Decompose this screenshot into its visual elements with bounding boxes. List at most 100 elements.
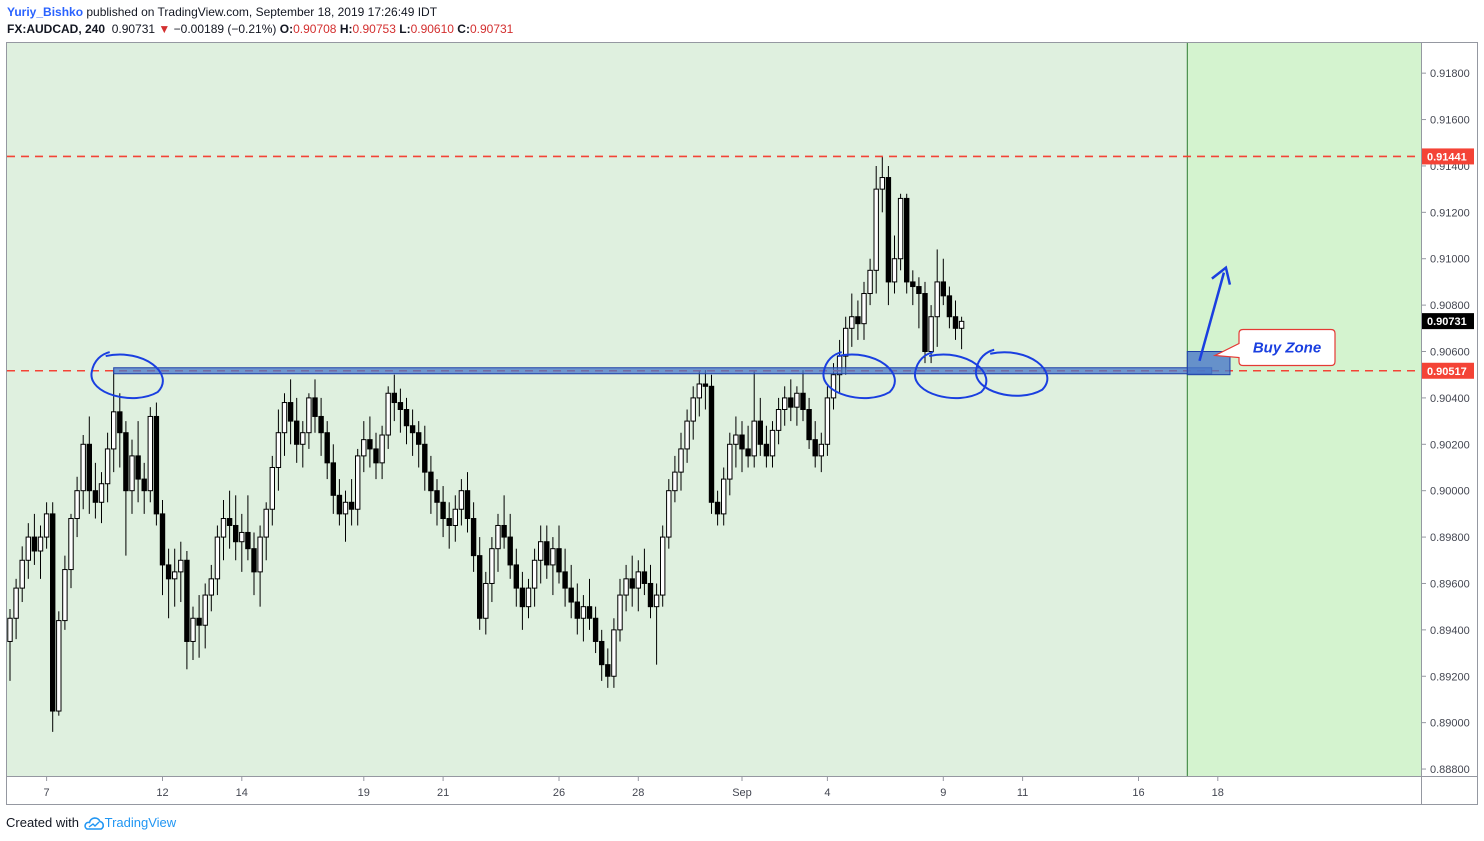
candle bbox=[757, 397, 763, 456]
price-tick-label: 0.91800 bbox=[1430, 68, 1470, 80]
buy-zone-callout[interactable] bbox=[1212, 328, 1336, 367]
time-tick-label: 16 bbox=[1132, 787, 1144, 799]
drawings[interactable]: Buy Zone bbox=[90, 265, 1336, 400]
candle bbox=[873, 165, 879, 294]
candle bbox=[934, 249, 940, 347]
candle-body bbox=[531, 559, 538, 589]
candle-body bbox=[702, 383, 709, 387]
candle bbox=[159, 499, 166, 596]
candle bbox=[68, 513, 74, 589]
candle-body bbox=[574, 601, 580, 619]
candle bbox=[355, 448, 361, 526]
price-tick-label: 0.89400 bbox=[1430, 625, 1470, 637]
author-link[interactable]: Yuriy_Bishko bbox=[7, 5, 84, 19]
candle bbox=[428, 455, 434, 514]
candle bbox=[111, 370, 117, 473]
candle-body bbox=[416, 432, 422, 445]
candle-body bbox=[556, 548, 562, 573]
candle-body bbox=[25, 536, 32, 561]
candle bbox=[519, 571, 526, 630]
candle bbox=[574, 583, 580, 635]
candle-body bbox=[220, 518, 227, 538]
candle-body bbox=[123, 432, 129, 492]
price-chart[interactable]: 0.918000.916000.914000.912000.910000.908… bbox=[0, 0, 1484, 812]
candle-body bbox=[263, 508, 269, 538]
circle-highlight[interactable] bbox=[914, 351, 988, 400]
candle-body bbox=[159, 513, 166, 566]
candle-body bbox=[111, 411, 117, 450]
candle-body bbox=[952, 316, 959, 329]
candle bbox=[117, 393, 123, 468]
candle-body bbox=[287, 402, 294, 422]
candle-body bbox=[696, 383, 702, 399]
candle-body bbox=[458, 490, 465, 510]
candle bbox=[623, 564, 629, 612]
candle bbox=[946, 286, 953, 329]
candle-body bbox=[153, 415, 160, 515]
price-tick-label: 0.90400 bbox=[1430, 393, 1470, 405]
candle bbox=[336, 479, 343, 526]
current-price-label: 0.90731 bbox=[1427, 316, 1467, 328]
candle-body bbox=[818, 443, 824, 457]
current-price-tag bbox=[1422, 313, 1474, 330]
candle-body bbox=[769, 429, 776, 457]
candle-body bbox=[684, 420, 690, 450]
candle bbox=[409, 409, 416, 456]
candle bbox=[86, 416, 92, 514]
price-tick-label: 0.91200 bbox=[1430, 207, 1470, 219]
tradingview-link[interactable]: TradingView bbox=[104, 815, 177, 830]
price-axis[interactable]: 0.918000.916000.914000.912000.910000.908… bbox=[1421, 68, 1470, 776]
candle bbox=[281, 393, 288, 456]
candle bbox=[782, 386, 788, 426]
candle bbox=[562, 548, 568, 607]
candle bbox=[775, 397, 782, 445]
candle bbox=[501, 495, 507, 549]
circle-highlight[interactable] bbox=[90, 351, 164, 400]
candle-body bbox=[568, 587, 574, 603]
circle-highlight[interactable] bbox=[822, 351, 896, 400]
candle bbox=[397, 388, 404, 433]
candle-body bbox=[422, 443, 428, 473]
candle-body bbox=[727, 443, 733, 480]
candle-body bbox=[440, 501, 446, 520]
candle-body bbox=[446, 518, 452, 526]
candle-body bbox=[312, 397, 318, 417]
price-tick-label: 0.89800 bbox=[1430, 532, 1470, 544]
publish-info: Yuriy_Bishko published on TradingView.co… bbox=[7, 5, 437, 19]
buy-zone-box[interactable] bbox=[1186, 351, 1231, 376]
candle bbox=[172, 548, 178, 607]
candle-body bbox=[239, 531, 245, 543]
candle bbox=[605, 648, 611, 688]
candle bbox=[599, 629, 605, 681]
candle bbox=[141, 462, 147, 514]
candle-body bbox=[409, 425, 416, 434]
candle bbox=[958, 316, 965, 350]
candle bbox=[690, 386, 696, 440]
candle bbox=[324, 421, 330, 480]
up-arrow-shaft[interactable] bbox=[1198, 272, 1226, 362]
candle-body bbox=[397, 402, 404, 410]
candle-body bbox=[550, 548, 556, 566]
level-price-label: 0.91441 bbox=[1427, 151, 1467, 163]
candle-body bbox=[867, 269, 873, 295]
time-tick-label: 11 bbox=[1017, 787, 1028, 799]
candle bbox=[342, 490, 349, 542]
candle bbox=[806, 397, 812, 449]
candle bbox=[80, 435, 86, 510]
candle bbox=[861, 281, 867, 340]
candle bbox=[794, 386, 800, 426]
candle-body bbox=[483, 582, 489, 619]
candle bbox=[708, 374, 715, 514]
candle bbox=[361, 421, 367, 473]
price-tick-label: 0.88800 bbox=[1430, 764, 1470, 776]
candle-body bbox=[641, 571, 648, 584]
candle bbox=[135, 421, 141, 503]
time-tick-label: 14 bbox=[236, 787, 248, 799]
price-tick-label: 0.89600 bbox=[1430, 578, 1470, 590]
circle-highlight[interactable] bbox=[975, 348, 1049, 397]
candle-body bbox=[775, 409, 782, 431]
candle bbox=[422, 425, 428, 491]
candle-body bbox=[489, 548, 495, 584]
time-axis[interactable]: 7 12 14 19 21 26 28 Sep 4 9 11 16 18 bbox=[44, 776, 1224, 799]
candle-body bbox=[678, 448, 684, 473]
